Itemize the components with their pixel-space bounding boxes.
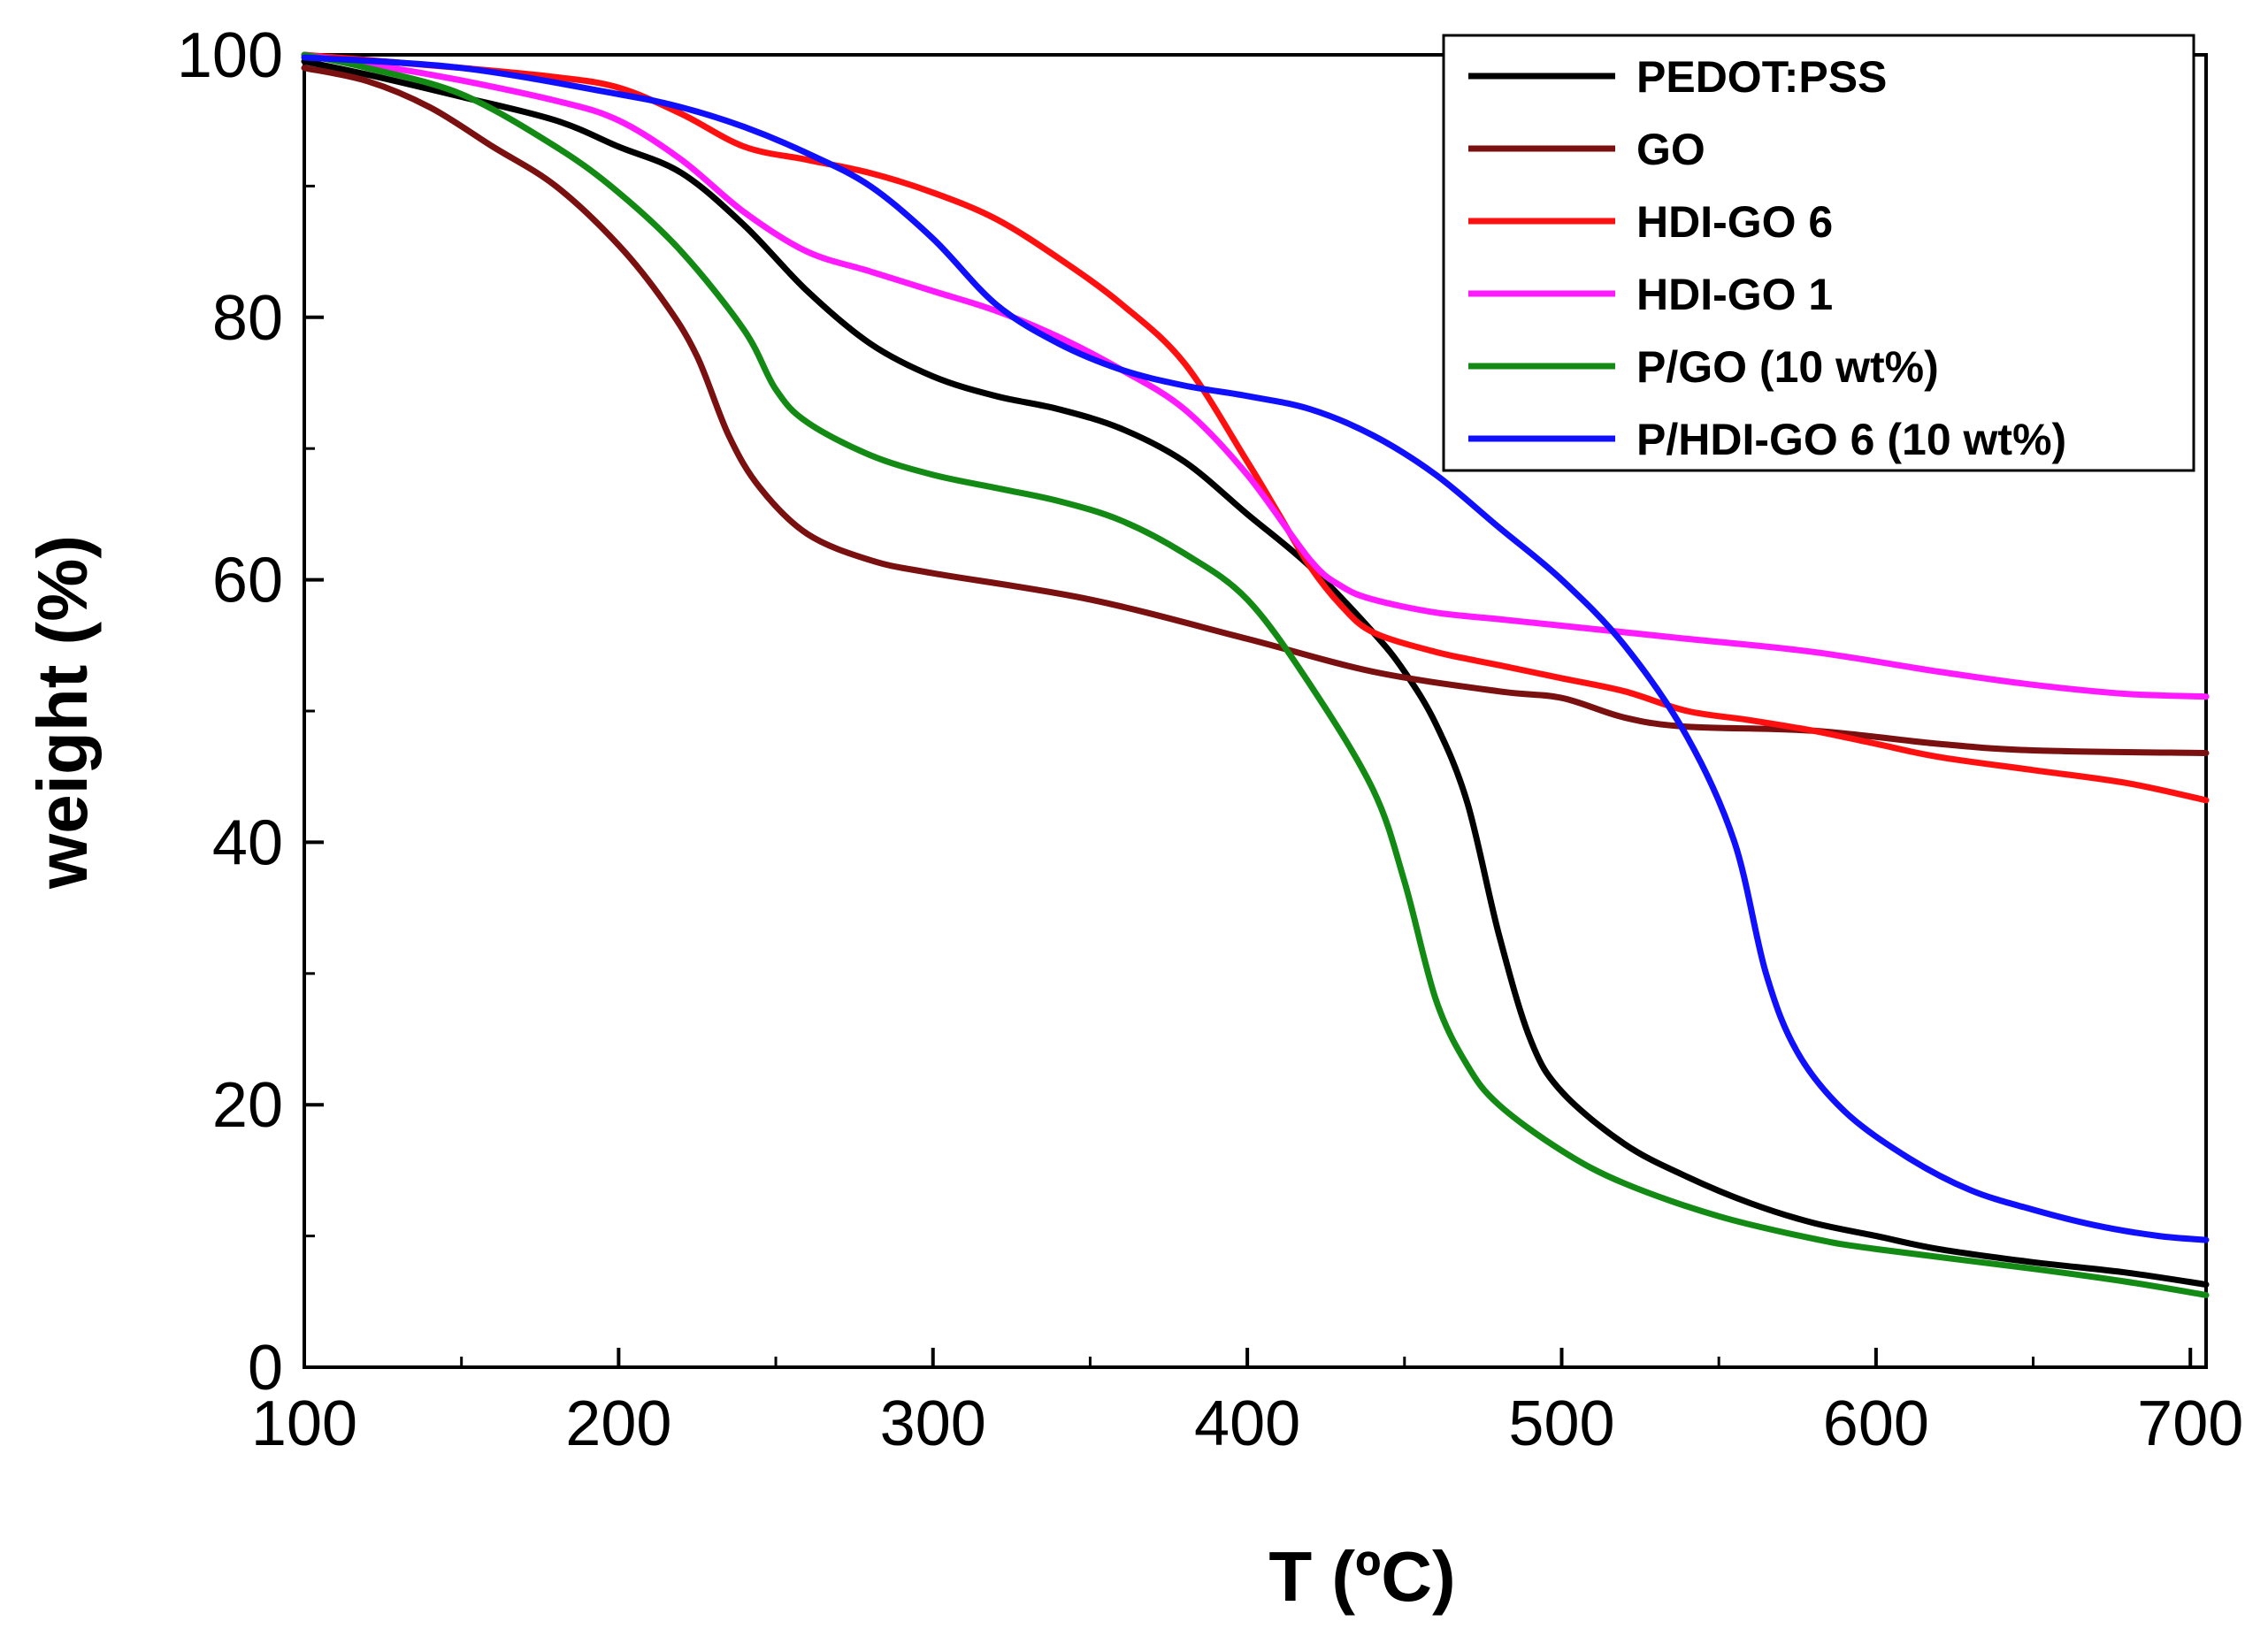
legend-label: GO [1636, 125, 1705, 174]
legend-label: HDI-GO 6 [1636, 197, 1833, 247]
legend-label: P/GO (10 wt%) [1636, 342, 1939, 392]
x-tick-label: 500 [1508, 1388, 1614, 1459]
y-tick-label: 0 [248, 1333, 283, 1403]
y-tick-label: 40 [212, 807, 283, 878]
legend-label: PEDOT:PSS [1636, 52, 1887, 102]
legend-label: HDI-GO 1 [1636, 270, 1833, 319]
y-tick-label: 100 [177, 20, 283, 91]
series-line-pedot-pss [301, 57, 2210, 1288]
legend-label: P/HDI-GO 6 (10 wt%) [1636, 415, 2066, 464]
x-tick-label: 300 [880, 1388, 986, 1459]
y-tick-label: 80 [212, 283, 283, 354]
y-axis-title: weight (%) [23, 535, 102, 890]
series-line-go [301, 65, 2210, 756]
legend: PEDOT:PSS GO HDI-GO 6 HDI-GO 1 P/GO (10 wt%)… [1442, 34, 2195, 472]
x-tick-label: 200 [565, 1388, 671, 1459]
x-tick-label: 400 [1194, 1388, 1300, 1459]
series-line-p-hdi-go-6-10-wt [301, 54, 2210, 1243]
x-tick-label: 700 [2137, 1388, 2243, 1459]
x-axis-ticks: 100 200 300 400 500 600 700 [251, 1348, 2243, 1459]
x-axis-title: T (ºC) [1268, 1537, 1455, 1616]
series-lines [301, 51, 2210, 1298]
x-tick-label: 100 [251, 1388, 357, 1459]
legend-box [1442, 34, 2195, 472]
y-tick-label: 20 [212, 1070, 283, 1141]
y-axis-ticks: 0 20 40 60 80 100 [177, 20, 324, 1403]
x-tick-label: 600 [1823, 1388, 1929, 1459]
y-tick-label: 60 [212, 546, 283, 616]
series-line-hdi-go-1 [301, 51, 2210, 700]
series-line-p-go-10-wt [301, 51, 2210, 1298]
